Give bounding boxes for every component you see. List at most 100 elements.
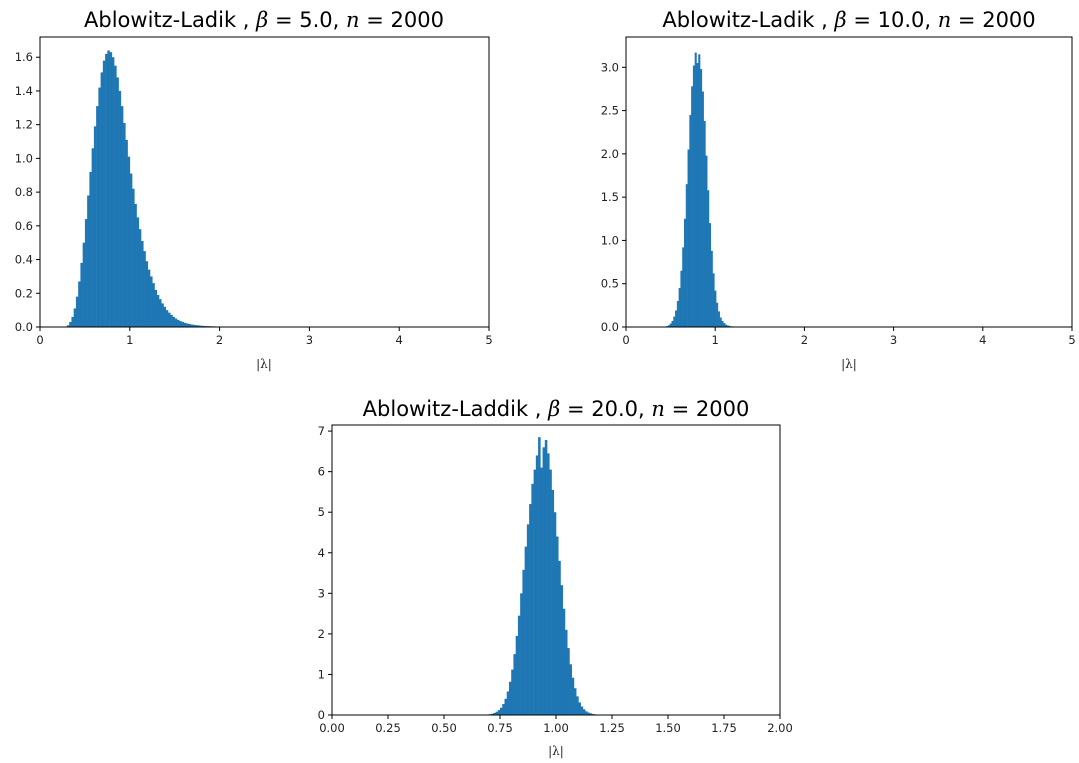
- x-axis-ticks: 0.00 0.25 0.50 0.75 1.00 1.25 1.50 1.75 2.00: [319, 715, 793, 735]
- histogram-bar: [82, 242, 86, 327]
- histogram-bar: [508, 681, 512, 715]
- histogram-bar: [123, 122, 126, 328]
- histogram-bar: [109, 52, 113, 328]
- histogram-bar: [107, 50, 110, 328]
- histogram-bar: [127, 156, 131, 327]
- histogram-bar: [673, 316, 676, 327]
- histogram-bar: [531, 483, 534, 715]
- histogram-bar: [111, 57, 115, 327]
- y-tick-label: 0: [318, 708, 325, 722]
- histogram-bar: [678, 288, 681, 327]
- x-tick-label: 1.25: [599, 721, 625, 735]
- histogram-bar: [84, 219, 88, 327]
- histogram-bar: [522, 569, 525, 715]
- x-tick-label: 3: [306, 333, 313, 347]
- y-tick-label: 5: [318, 505, 325, 519]
- histogram-bar: [567, 648, 570, 715]
- histogram-bars: [66, 50, 243, 328]
- x-axis-label: |λ|: [256, 357, 272, 371]
- histogram-bar: [118, 90, 122, 327]
- y-tick-label: 6: [318, 465, 325, 479]
- histogram-bar: [134, 203, 137, 327]
- y-tick-label: 2.0: [601, 147, 619, 161]
- x-axis-label: |λ|: [548, 744, 564, 758]
- histogram-bar: [667, 325, 670, 327]
- histogram-bar: [150, 276, 153, 327]
- y-tick-label: 4: [318, 546, 325, 560]
- histogram-bar: [517, 615, 521, 715]
- histogram-bar: [78, 281, 81, 327]
- y-tick-label: 3: [318, 586, 325, 600]
- histogram-bar: [558, 560, 561, 715]
- histogram-bar: [188, 323, 191, 327]
- histogram-bars: [666, 52, 760, 328]
- histogram-bar: [197, 325, 200, 327]
- x-tick-label: 5: [485, 333, 492, 347]
- chart-panel-beta-10: Ablowitz-Ladik , β = 10.0, n = 2000 0 1 2 3…: [601, 8, 1076, 371]
- histogram-bar: [687, 149, 690, 327]
- histogram-bar: [176, 319, 180, 327]
- histogram-bar: [120, 106, 124, 327]
- histogram-bar: [71, 316, 74, 327]
- histogram-bars: [488, 437, 613, 715]
- x-tick-label: 1: [126, 333, 133, 347]
- histogram-bar: [682, 247, 685, 327]
- histogram-bar: [582, 709, 586, 715]
- histogram-bar: [66, 325, 70, 327]
- histogram-bar: [89, 171, 92, 327]
- histogram-bar: [728, 325, 731, 327]
- histogram-bar: [526, 524, 530, 715]
- histogram-bar: [547, 453, 550, 715]
- y-tick-label: 2: [318, 627, 325, 641]
- x-tick-label: 3: [890, 333, 897, 347]
- histogram-bar: [562, 608, 566, 715]
- histogram-bar: [535, 455, 539, 715]
- histogram-bar: [710, 250, 713, 327]
- x-axis-ticks: 0 1 2 3 4 5: [36, 327, 493, 347]
- histogram-bar: [145, 261, 149, 327]
- x-tick-label: 2.00: [767, 721, 793, 735]
- histogram-bar: [578, 702, 581, 715]
- histogram-bar: [587, 712, 590, 715]
- x-tick-label: 4: [979, 333, 986, 347]
- histogram-bar: [712, 273, 715, 327]
- x-tick-label: 0.25: [375, 721, 401, 735]
- histogram-bar: [701, 91, 704, 327]
- histogram-bar: [181, 321, 184, 327]
- axes-frame: [625, 36, 1073, 328]
- histogram-bar: [143, 251, 146, 327]
- x-tick-label: 2: [216, 333, 223, 347]
- histogram-bar: [163, 306, 167, 327]
- histogram-bar: [576, 696, 579, 715]
- y-tick-label: 0.4: [15, 253, 33, 267]
- x-tick-label: 1.00: [543, 721, 569, 735]
- histogram-bar: [87, 195, 90, 327]
- x-axis-ticks: 0 1 2 3 4 5: [622, 327, 1076, 347]
- histogram-bar: [717, 311, 720, 327]
- y-axis-ticks: 0.0 0.2 0.4 0.6 0.8 1.0 1.2 1.4 1.6: [15, 50, 40, 334]
- histogram-bar: [493, 712, 496, 715]
- histogram-bar: [571, 677, 575, 715]
- y-axis-ticks: 0 1 2 3 4 5 6 7: [318, 424, 332, 722]
- y-tick-label: 1.5: [601, 190, 619, 204]
- histogram-bar: [167, 312, 171, 327]
- histogram-bar: [491, 713, 494, 715]
- x-tick-label: 0.00: [319, 721, 345, 735]
- histogram-bar: [685, 184, 688, 327]
- histogram-bar: [707, 190, 710, 327]
- histogram-bar: [725, 324, 728, 327]
- histogram-bar: [524, 546, 528, 715]
- histogram-bar: [96, 106, 99, 327]
- histogram-bar: [497, 710, 501, 715]
- y-tick-label: 1.0: [601, 233, 619, 247]
- histogram-bar: [75, 296, 79, 327]
- y-tick-label: 0.0: [601, 320, 619, 334]
- histogram-bar: [511, 669, 514, 715]
- histogram-bar: [183, 322, 187, 327]
- histogram-bar: [141, 241, 144, 327]
- histogram-bar: [520, 593, 523, 715]
- histogram-bar: [716, 302, 719, 327]
- histogram-bar: [553, 512, 557, 715]
- histogram-bar: [721, 320, 724, 327]
- histogram-bar: [190, 324, 193, 327]
